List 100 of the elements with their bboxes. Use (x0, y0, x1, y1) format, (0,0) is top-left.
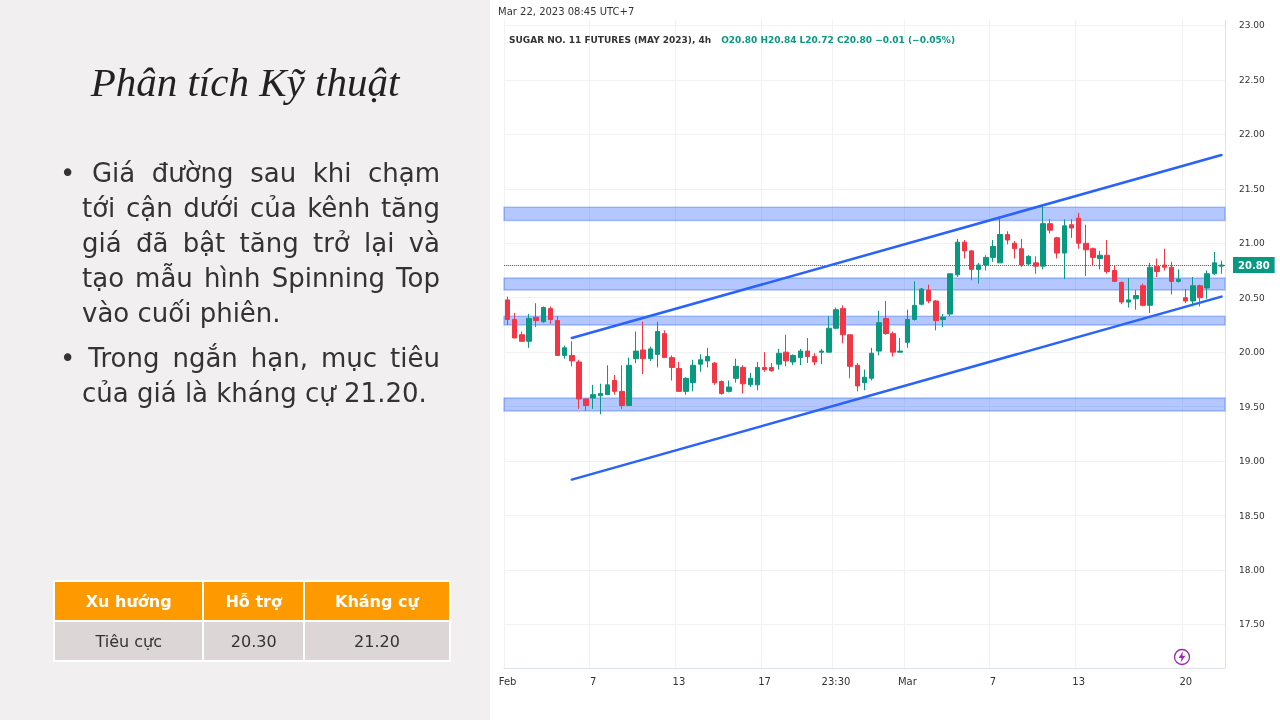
y-tick-label: 17.50 (1239, 619, 1266, 630)
text: 21.20 (303, 621, 450, 661)
y-tick-label: 19.50 (1239, 401, 1266, 412)
y-tick-label: 21.00 (1239, 238, 1266, 249)
candlestick (919, 287, 924, 306)
candlestick (648, 346, 653, 362)
y-tick-label: 18.00 (1239, 564, 1266, 575)
text: 20.30 (203, 621, 304, 661)
candlestick (947, 273, 953, 317)
y-tick-label: 21.50 (1239, 183, 1266, 194)
candlestick (640, 321, 646, 375)
candlestick (698, 353, 703, 373)
y-tick-label: 22.00 (1239, 129, 1266, 140)
candlestick (676, 361, 682, 392)
candlestick (1005, 230, 1010, 245)
candlestick (855, 362, 860, 392)
candlestick (897, 337, 903, 353)
candlestick (662, 329, 667, 359)
candlestick (733, 358, 739, 384)
x-tick-label: 7 (989, 675, 997, 687)
candlestick (1154, 258, 1160, 278)
candlestick (762, 351, 767, 373)
candlestick (1140, 283, 1146, 307)
candlestick (1033, 255, 1039, 275)
x-tick-label: 13 (672, 675, 686, 687)
candlestick (598, 383, 603, 415)
text: Phân tích Kỹ thuật (89, 58, 401, 106)
y-tick-label: 20.50 (1239, 292, 1266, 303)
text: Hỗ trợ (203, 581, 304, 621)
candlestick (1133, 289, 1139, 311)
text: Mar 22, 2023 08:45 UTC+7 (498, 5, 635, 17)
candlestick (748, 372, 753, 388)
candlestick (1169, 261, 1174, 295)
candlestick (962, 239, 967, 260)
candlestick (755, 361, 760, 391)
candlestick (633, 330, 639, 364)
candlestick (1076, 212, 1081, 250)
candlestick (805, 337, 810, 364)
candlestick (562, 345, 567, 360)
text: Kháng cự (303, 581, 450, 621)
candlestick (1197, 284, 1203, 307)
candlestick (905, 309, 910, 349)
candlestick (783, 334, 789, 367)
candlestick (869, 347, 874, 381)
candlestick (512, 312, 517, 339)
candlestick (776, 348, 782, 371)
candlestick (790, 353, 796, 366)
candlestick (726, 379, 732, 393)
x-tick-label: 23:30 (821, 675, 851, 687)
candlestick (1019, 238, 1024, 268)
candlestick (1119, 280, 1124, 305)
y-tick-label: 20.00 (1239, 347, 1266, 358)
candlestick (526, 313, 532, 349)
candlestick (1204, 269, 1210, 300)
candlestick (862, 369, 867, 391)
candlestick (712, 361, 717, 386)
text: Xu hướng (54, 581, 204, 621)
candlestick (541, 305, 546, 324)
candlestick (505, 296, 510, 326)
x-tick-label: 20 (1179, 675, 1193, 687)
candlestick (605, 364, 610, 396)
candlestick (1126, 277, 1131, 309)
candlestick (912, 280, 917, 322)
ref-line-label: 20.80 (1238, 259, 1270, 271)
candlestick (1012, 240, 1017, 260)
candlestick (612, 374, 617, 396)
candlestick (533, 302, 539, 328)
x-tick-label: Feb (498, 675, 517, 687)
y-tick-label: 19.00 (1239, 456, 1266, 467)
candlestick (519, 330, 525, 342)
candlestick (926, 284, 931, 304)
candlestick (1176, 268, 1181, 283)
candlestick (1047, 218, 1053, 234)
candlestick (548, 305, 553, 325)
annotation: O20.80 H20.84 L20.72 C20.80 −0.01 (−0.05%) (721, 35, 956, 45)
x-tick-label: Mar (897, 675, 918, 687)
candlestick (590, 384, 596, 410)
candlestick (798, 348, 803, 366)
candlestick (719, 379, 724, 396)
text: Tiêu cực (54, 621, 204, 661)
candlestick (933, 299, 939, 331)
x-tick-label: 13 (1072, 675, 1086, 687)
candlestick (1183, 288, 1188, 304)
y-tick-label: 23.00 (1239, 20, 1266, 31)
candlestick (555, 315, 560, 356)
candlestick (940, 313, 946, 328)
y-tick-label: 22.50 (1239, 74, 1266, 85)
text: SUGAR NO. 11 FUTURES (MAY 2023), 4h (509, 35, 712, 45)
candlestick (655, 321, 660, 368)
candlestick (1190, 276, 1196, 307)
text: • Trong ngắn hạn, mục tiêu của giá là kháng cự 21.20. (60, 342, 440, 410)
candlestick (969, 249, 974, 281)
candlestick (1112, 264, 1117, 282)
candlestick (626, 357, 632, 407)
candlestick (1104, 239, 1110, 275)
candlestick (819, 348, 824, 365)
candlestick (705, 347, 710, 368)
x-tick-label: 17 (758, 675, 771, 687)
candlestick (812, 352, 817, 366)
x-tick-label: 7 (590, 675, 597, 687)
